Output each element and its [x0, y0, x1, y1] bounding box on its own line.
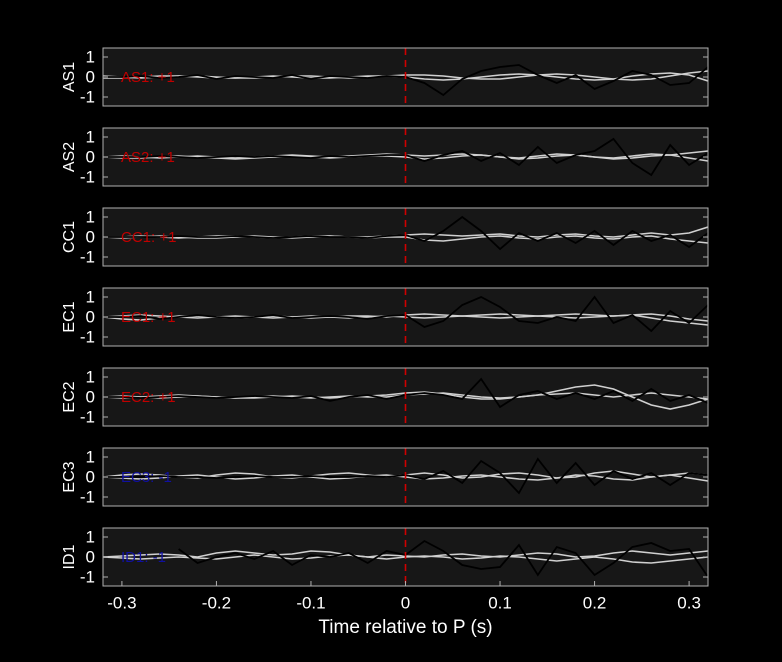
y-tick-label: 1: [86, 447, 95, 466]
y-tick-label: -1: [80, 167, 95, 186]
y-axis-label: EC2: [61, 381, 78, 412]
y-tick-label: 1: [86, 367, 95, 386]
y-tick-label: 0: [86, 387, 95, 406]
y-tick-label: 1: [86, 207, 95, 226]
y-tick-label: 0: [86, 467, 95, 486]
x-axis-label: Time relative to P (s): [318, 617, 492, 638]
y-tick-label: 0: [86, 67, 95, 86]
panel: -101 AS1 AS1: +1: [61, 47, 709, 107]
panel: -101 AS2 AS2: +1: [61, 127, 709, 187]
y-tick-label: 0: [86, 227, 95, 246]
x-tick-label: -0.3: [107, 593, 136, 612]
annotation: AS1: +1: [121, 69, 175, 86]
y-axis-label: EC1: [61, 301, 78, 332]
annotation: CC1: +1: [121, 229, 176, 246]
y-tick-label: 1: [86, 127, 95, 146]
y-axis-label: ID1: [61, 544, 78, 569]
y-axis-label: AS1: [61, 62, 78, 92]
annotation: EC1: +1: [121, 309, 176, 326]
x-tick-label: 0.1: [488, 593, 512, 612]
annotation: EC2: +1: [121, 389, 176, 406]
panel: -101 EC1 EC1: +1: [61, 287, 709, 347]
y-tick-label: -1: [80, 247, 95, 266]
x-tick-label: -0.1: [296, 593, 325, 612]
panel: -101 EC2 EC2: +1: [61, 367, 709, 427]
y-tick-label: -1: [80, 567, 95, 586]
x-tick-label: 0: [401, 593, 410, 612]
y-tick-label: 0: [86, 147, 95, 166]
panel: -101 EC3 EC3: -1: [61, 447, 709, 507]
y-axis-label: AS2: [61, 142, 78, 172]
y-tick-label: -1: [80, 487, 95, 506]
y-tick-label: 0: [86, 547, 95, 566]
x-tick-label: 0.3: [677, 593, 701, 612]
y-tick-label: -1: [80, 407, 95, 426]
y-axis-label: CC1: [61, 221, 78, 253]
x-tick-label: -0.2: [202, 593, 231, 612]
x-tick-label: 0.2: [583, 593, 607, 612]
panel: -101 CC1 CC1: +1: [61, 207, 709, 267]
y-tick-label: 1: [86, 527, 95, 546]
y-axis-label: EC3: [61, 461, 78, 492]
trace: [178, 539, 708, 578]
annotation: EC3: -1: [121, 469, 172, 486]
annotation: AS2: +1: [121, 149, 175, 166]
y-tick-label: 1: [86, 47, 95, 66]
annotation: ID1: -1: [121, 549, 166, 566]
y-tick-label: -1: [80, 327, 95, 346]
y-tick-label: -1: [80, 87, 95, 106]
y-tick-label: 0: [86, 307, 95, 326]
y-tick-label: 1: [86, 287, 95, 306]
